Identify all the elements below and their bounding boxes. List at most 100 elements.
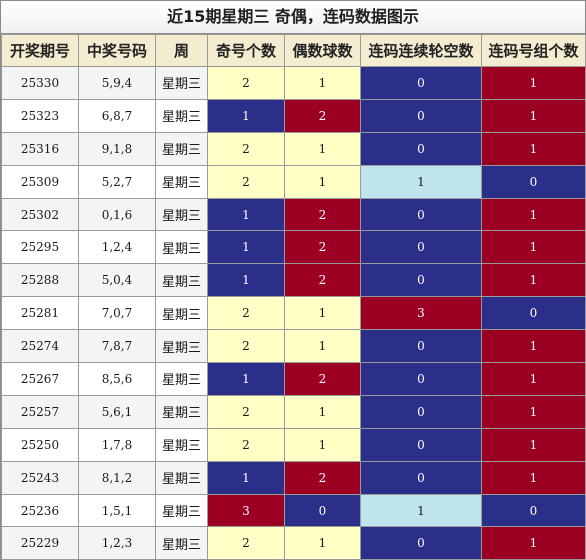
issue-cell: 25309 [1, 164, 79, 199]
issue-cell: 25257 [1, 394, 79, 429]
consecutive-miss-cell: 0 [360, 230, 482, 265]
weekday-cell: 星期三 [155, 427, 208, 462]
odd-count-cell: 1 [207, 362, 285, 396]
consecutive-miss-cell: 1 [360, 493, 482, 528]
table-row: 25236 1,5,1 星期三 3 0 1 0 [1, 493, 586, 528]
numbers-cell: 5,0,4 [78, 263, 156, 298]
header-even-count: 偶数球数 [284, 34, 361, 67]
issue-cell: 25330 [1, 66, 79, 100]
weekday-cell: 星期三 [155, 296, 208, 331]
consecutive-miss-cell: 0 [360, 329, 482, 364]
numbers-cell: 7,8,7 [78, 329, 156, 364]
numbers-cell: 5,2,7 [78, 164, 156, 199]
even-count-cell: 1 [284, 296, 361, 331]
consecutive-miss-cell: 0 [360, 394, 482, 429]
odd-count-cell: 2 [207, 329, 285, 364]
header-consecutive-miss: 连码连续轮空数 [360, 34, 482, 67]
weekday-cell: 星期三 [155, 263, 208, 298]
odd-count-cell: 1 [207, 98, 285, 133]
consecutive-miss-cell: 0 [360, 66, 482, 100]
consecutive-miss-cell: 0 [360, 526, 482, 560]
consecutive-miss-cell: 1 [360, 164, 482, 199]
page-title: 近15期星期三 奇偶，连码数据图示 [1, 1, 585, 34]
issue-cell: 25302 [1, 197, 79, 232]
issue-cell: 25288 [1, 263, 79, 298]
consecutive-groups-cell: 0 [481, 164, 586, 199]
even-count-cell: 1 [284, 131, 361, 166]
weekday-cell: 星期三 [155, 98, 208, 133]
consecutive-miss-cell: 3 [360, 296, 482, 331]
even-count-cell: 1 [284, 329, 361, 364]
numbers-cell: 5,9,4 [78, 66, 156, 100]
weekday-cell: 星期三 [155, 66, 208, 100]
consecutive-miss-cell: 0 [360, 460, 482, 495]
even-count-cell: 1 [284, 66, 361, 100]
issue-cell: 25243 [1, 460, 79, 495]
even-count-cell: 2 [284, 263, 361, 298]
numbers-cell: 1,7,8 [78, 427, 156, 462]
odd-count-cell: 3 [207, 493, 285, 528]
weekday-cell: 星期三 [155, 460, 208, 495]
even-count-cell: 2 [284, 197, 361, 232]
even-count-cell: 1 [284, 526, 361, 560]
odd-count-cell: 2 [207, 66, 285, 100]
consecutive-groups-cell: 0 [481, 296, 586, 331]
consecutive-groups-cell: 1 [481, 131, 586, 166]
even-count-cell: 2 [284, 362, 361, 396]
table-row: 25309 5,2,7 星期三 2 1 1 0 [1, 164, 586, 199]
odd-count-cell: 2 [207, 526, 285, 560]
numbers-cell: 1,2,4 [78, 230, 156, 265]
even-count-cell: 0 [284, 493, 361, 528]
issue-cell: 25250 [1, 427, 79, 462]
even-count-cell: 1 [284, 394, 361, 429]
odd-count-cell: 1 [207, 197, 285, 232]
header-row: 开奖期号 中奖号码 周 奇号个数 偶数球数 连码连续轮空数 连码号组个数 [1, 34, 586, 67]
even-count-cell: 1 [284, 427, 361, 462]
consecutive-miss-cell: 0 [360, 427, 482, 462]
consecutive-miss-cell: 0 [360, 197, 482, 232]
header-numbers: 中奖号码 [78, 34, 156, 67]
consecutive-groups-cell: 1 [481, 427, 586, 462]
numbers-cell: 1,5,1 [78, 493, 156, 528]
table-row: 25274 7,8,7 星期三 2 1 0 1 [1, 329, 586, 364]
even-count-cell: 2 [284, 460, 361, 495]
table-row: 25229 1,2,3 星期三 2 1 0 1 [1, 526, 586, 560]
consecutive-groups-cell: 1 [481, 263, 586, 298]
table-row: 25316 9,1,8 星期三 2 1 0 1 [1, 131, 586, 166]
issue-cell: 25267 [1, 362, 79, 396]
header-issue: 开奖期号 [1, 34, 79, 67]
even-count-cell: 2 [284, 230, 361, 265]
issue-cell: 25323 [1, 98, 79, 133]
numbers-cell: 8,1,2 [78, 460, 156, 495]
weekday-cell: 星期三 [155, 164, 208, 199]
numbers-cell: 0,1,6 [78, 197, 156, 232]
table-row: 25295 1,2,4 星期三 1 2 0 1 [1, 230, 586, 265]
issue-cell: 25236 [1, 493, 79, 528]
odd-count-cell: 2 [207, 394, 285, 429]
consecutive-miss-cell: 0 [360, 98, 482, 133]
consecutive-miss-cell: 0 [360, 362, 482, 396]
numbers-cell: 5,6,1 [78, 394, 156, 429]
issue-cell: 25295 [1, 230, 79, 265]
table-row: 25302 0,1,6 星期三 1 2 0 1 [1, 197, 586, 232]
issue-cell: 25274 [1, 329, 79, 364]
consecutive-groups-cell: 1 [481, 66, 586, 100]
weekday-cell: 星期三 [155, 526, 208, 560]
odd-count-cell: 2 [207, 427, 285, 462]
consecutive-groups-cell: 1 [481, 362, 586, 396]
consecutive-groups-cell: 0 [481, 493, 586, 528]
numbers-cell: 1,2,3 [78, 526, 156, 560]
consecutive-groups-cell: 1 [481, 197, 586, 232]
odd-count-cell: 1 [207, 263, 285, 298]
table-row: 25250 1,7,8 星期三 2 1 0 1 [1, 427, 586, 462]
consecutive-groups-cell: 1 [481, 98, 586, 133]
table-row: 25288 5,0,4 星期三 1 2 0 1 [1, 263, 586, 298]
weekday-cell: 星期三 [155, 329, 208, 364]
weekday-cell: 星期三 [155, 230, 208, 265]
weekday-cell: 星期三 [155, 362, 208, 396]
consecutive-groups-cell: 1 [481, 460, 586, 495]
table-row: 25267 8,5,6 星期三 1 2 0 1 [1, 362, 586, 396]
numbers-cell: 8,5,6 [78, 362, 156, 396]
numbers-cell: 6,8,7 [78, 98, 156, 133]
